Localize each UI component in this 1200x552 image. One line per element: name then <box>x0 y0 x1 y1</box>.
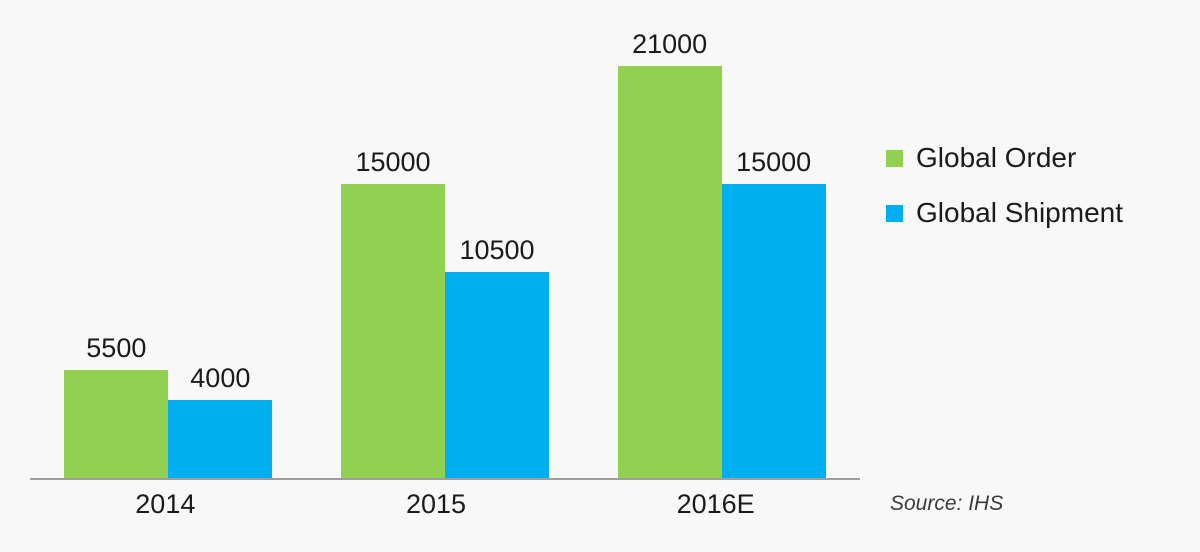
source-note: Source: IHS <box>890 492 1004 515</box>
bar-value-label: 15000 <box>355 146 431 177</box>
x-axis-label: 2014 <box>135 489 196 519</box>
plot-area: 5500 4000 15000 10500 21000 15000 2014 2015 201… <box>30 28 860 520</box>
x-axis-label: 2016E <box>676 489 755 519</box>
legend-label: Global Order <box>916 142 1077 173</box>
legend-swatch-icon <box>886 204 903 222</box>
bar-group-2015: 15000 10500 <box>340 146 549 478</box>
bar-value-label: 15000 <box>736 146 812 177</box>
x-axis-labels: 2014 2015 2016E <box>30 480 860 520</box>
legend-item-global-order: Global Order <box>886 142 1123 174</box>
bar-value-label: 10500 <box>459 235 535 265</box>
bars-area: 5500 4000 15000 10500 21000 15000 <box>30 28 860 480</box>
bar-global-order <box>617 66 722 478</box>
bar-column-global-order: 15000 <box>340 146 445 478</box>
bar-global-order <box>340 183 445 478</box>
bar-column-global-shipment: 15000 <box>721 146 826 478</box>
bar-global-shipment <box>721 183 826 478</box>
bar-group-2016e: 21000 15000 <box>617 29 826 478</box>
bar-value-label: 5500 <box>86 333 147 364</box>
bar-group-2014: 5500 4000 <box>64 333 273 478</box>
bar-global-shipment <box>168 399 273 478</box>
legend-item-global-shipment: Global Shipment <box>886 197 1123 229</box>
legend-swatch-icon <box>886 149 903 167</box>
bar-global-shipment <box>444 272 549 478</box>
bar-column-global-order: 21000 <box>617 29 722 478</box>
bar-column-global-shipment: 4000 <box>168 362 273 478</box>
bar-value-label: 21000 <box>632 29 708 59</box>
legend: Global Order Global Shipment <box>886 142 1123 229</box>
bar-value-label: 4000 <box>190 362 251 393</box>
legend-label: Global Shipment <box>916 197 1124 228</box>
bar-column-global-order: 5500 <box>64 333 169 478</box>
x-axis-label: 2015 <box>405 489 467 519</box>
bar-global-order <box>64 370 169 478</box>
bar-column-global-shipment: 10500 <box>444 235 549 478</box>
